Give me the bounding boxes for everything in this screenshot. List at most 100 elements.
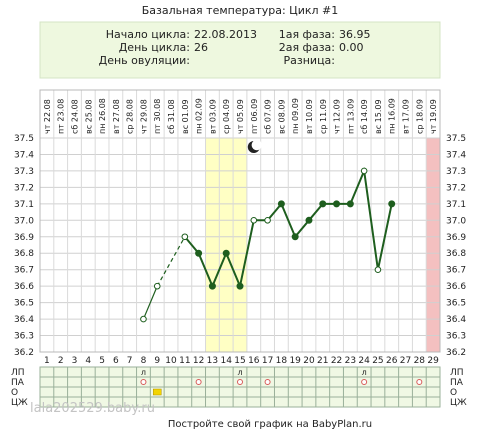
date-label: вс 01.09 xyxy=(181,99,190,134)
row-label-left: ЦЖ xyxy=(11,398,28,408)
data-point-day-24 xyxy=(360,167,368,175)
y-tick-right: 36.2 xyxy=(446,348,466,358)
y-tick-right: 37.2 xyxy=(446,183,466,193)
y-tick-right: 37.3 xyxy=(446,167,466,177)
highlight-band-day-13 xyxy=(205,138,220,352)
day-number: 18 xyxy=(276,356,288,366)
day-number: 15 xyxy=(234,356,245,366)
highlight-bands xyxy=(205,138,440,352)
day-number: 26 xyxy=(386,356,398,366)
day-number: 1 xyxy=(44,356,50,366)
cycle-start-label: Начало цикла: xyxy=(106,28,190,41)
data-point-day-11 xyxy=(181,233,189,241)
row-label-left: О xyxy=(11,388,18,398)
date-label: ср 04.09 xyxy=(222,99,231,134)
data-point-day-16 xyxy=(250,217,258,224)
footer-link[interactable]: Постройте свой график на BabyPlan.ru xyxy=(168,419,372,430)
pa-mark xyxy=(237,379,243,385)
lp-mark: л xyxy=(141,368,146,377)
data-point-day-14 xyxy=(222,249,230,257)
y-tick-left: 36.4 xyxy=(14,315,34,325)
data-point-day-20 xyxy=(305,216,313,224)
date-label: пн 02.09 xyxy=(195,98,204,134)
day-number: 8 xyxy=(141,356,147,366)
date-label: пн 09.09 xyxy=(291,98,300,134)
date-label: сб 14.09 xyxy=(360,99,369,134)
date-label: чт 29.08 xyxy=(139,99,148,134)
date-label: вс 15.09 xyxy=(374,99,383,134)
day-number: 3 xyxy=(72,356,78,366)
day-number: 6 xyxy=(113,356,119,366)
date-label: вт 17.09 xyxy=(402,99,411,134)
date-label: ср 18.09 xyxy=(415,99,424,134)
date-label: пн 16.09 xyxy=(388,98,397,134)
row-label-left: ЛП xyxy=(11,368,25,378)
day-number: 20 xyxy=(303,356,315,366)
chart-title: Базальная температура: Цикл #1 xyxy=(142,4,339,17)
lp-mark: л xyxy=(362,368,367,377)
ovulation-mark xyxy=(152,388,162,396)
day-number: 19 xyxy=(289,356,301,366)
date-label: чт 19.09 xyxy=(429,99,438,134)
date-labels: чт 22.08 пт 23.08 сб 24.08 вс 25.08 пн 26.08… xyxy=(43,98,438,134)
day-number: 14 xyxy=(220,356,232,366)
day-number: 29 xyxy=(427,356,439,366)
data-point-day-9 xyxy=(153,282,161,290)
day-number: 12 xyxy=(193,356,204,366)
data-point-day-22 xyxy=(333,200,341,208)
day-number: 7 xyxy=(127,356,133,366)
date-label: вс 08.09 xyxy=(277,99,286,134)
y-tick-left: 37.2 xyxy=(14,183,34,193)
cycle-start-value: 22.08.2013 xyxy=(194,28,257,41)
pa-mark xyxy=(416,379,423,385)
cycle-day-value: 26 xyxy=(194,41,208,54)
cycle-day-label: День цикла: xyxy=(119,41,190,54)
y-tick-left: 36.9 xyxy=(14,233,34,243)
y-tick-left: 37.5 xyxy=(14,134,34,144)
lp-mark: л xyxy=(237,368,242,377)
date-label: пт 13.09 xyxy=(346,99,355,134)
day-number: 24 xyxy=(358,356,370,366)
data-point-day-15 xyxy=(236,282,244,290)
date-label: чт 22.08 xyxy=(43,99,52,134)
day-number: 16 xyxy=(248,356,260,366)
data-point-day-8 xyxy=(140,315,147,323)
y-tick-right: 36.9 xyxy=(446,233,466,243)
row-label-right: ЛП xyxy=(450,368,464,378)
watermark: lala202529.baby.ru xyxy=(30,401,155,416)
temperature-series xyxy=(140,167,396,323)
y-tick-right: 36.6 xyxy=(446,282,466,292)
row-label-right: ПА xyxy=(450,378,464,388)
y-tick-right: 36.8 xyxy=(446,249,466,259)
date-label: пн 26.08 xyxy=(98,98,107,134)
info-panel xyxy=(39,21,441,79)
data-point-day-21 xyxy=(319,200,327,208)
date-label: пт 23.08 xyxy=(57,99,66,134)
day-number: 21 xyxy=(317,356,328,366)
phase2-value: 0.00 xyxy=(339,41,364,54)
row-label-right: ЦЖ xyxy=(450,398,467,408)
date-label: пт 30.08 xyxy=(153,99,162,134)
day-number: 5 xyxy=(99,356,105,366)
y-tick-left: 37.1 xyxy=(14,200,34,210)
day-number: 4 xyxy=(85,356,91,366)
y-tick-right: 36.5 xyxy=(446,299,466,309)
day-number: 28 xyxy=(414,356,426,366)
y-tick-labels: 37.5 37.5 37.4 37.4 37.3 37.3 37.2 37.2 37.1 37.1… xyxy=(14,134,466,358)
y-tick-left: 36.6 xyxy=(14,282,34,292)
date-label: пт 06.09 xyxy=(250,99,259,134)
data-point-day-12 xyxy=(195,249,203,257)
y-tick-right: 36.3 xyxy=(446,332,466,342)
y-tick-left: 37.0 xyxy=(14,216,34,226)
date-label: сб 24.08 xyxy=(70,99,79,134)
y-tick-left: 36.5 xyxy=(14,299,34,309)
date-label: вт 03.09 xyxy=(208,99,217,134)
moon-icon-cutout xyxy=(251,139,262,151)
day-number: 13 xyxy=(207,356,218,366)
phase1-value: 36.95 xyxy=(339,28,371,41)
y-tick-left: 36.7 xyxy=(14,266,34,276)
data-point-day-18 xyxy=(277,200,285,208)
date-label: чт 12.09 xyxy=(333,99,342,134)
data-point-day-17 xyxy=(264,217,271,224)
